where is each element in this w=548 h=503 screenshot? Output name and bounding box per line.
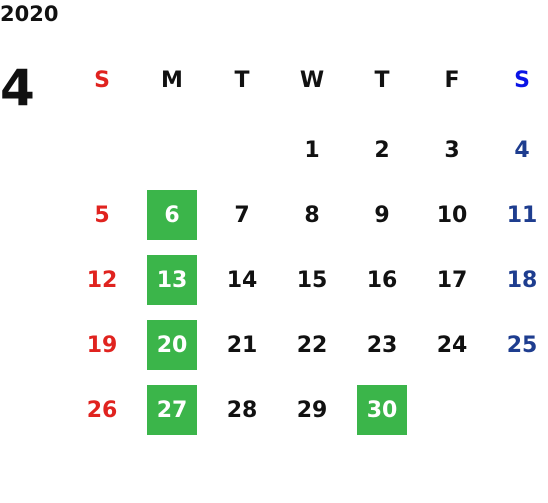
day: 18 xyxy=(506,267,538,293)
day: 10 xyxy=(436,202,468,228)
highlighted-day: 13 xyxy=(147,255,197,305)
day: 24 xyxy=(436,332,468,358)
day: 21 xyxy=(226,332,258,358)
day: 11 xyxy=(506,202,538,228)
month: 4 xyxy=(0,59,35,117)
day: 5 xyxy=(94,202,110,228)
highlighted-day: 27 xyxy=(147,385,197,435)
day: 9 xyxy=(374,202,390,228)
day: 15 xyxy=(296,267,328,293)
day: 2 xyxy=(374,137,390,163)
weekday-header: M xyxy=(161,67,183,93)
highlighted-day: 30 xyxy=(357,385,407,435)
weekday-header: S xyxy=(94,67,110,93)
day: 19 xyxy=(86,332,118,358)
day: 16 xyxy=(366,267,398,293)
weekday-header: T xyxy=(234,67,250,93)
day: 23 xyxy=(366,332,398,358)
day: 14 xyxy=(226,267,258,293)
day: 12 xyxy=(86,267,118,293)
day: 7 xyxy=(234,202,250,228)
day: 28 xyxy=(226,397,258,423)
weekday-header: S xyxy=(514,67,530,93)
day: 29 xyxy=(296,397,328,423)
weekday-header: W xyxy=(299,67,325,93)
day: 8 xyxy=(304,202,320,228)
day: 1 xyxy=(304,137,320,163)
day: 3 xyxy=(444,137,460,163)
day: 4 xyxy=(514,137,530,163)
year: 2020 xyxy=(0,2,59,26)
weekday-header: F xyxy=(444,67,460,93)
highlighted-day: 20 xyxy=(147,320,197,370)
weekday-header: T xyxy=(374,67,390,93)
highlighted-day: 6 xyxy=(147,190,197,240)
day: 22 xyxy=(296,332,328,358)
day: 25 xyxy=(506,332,538,358)
day: 26 xyxy=(86,397,118,423)
day: 17 xyxy=(436,267,468,293)
